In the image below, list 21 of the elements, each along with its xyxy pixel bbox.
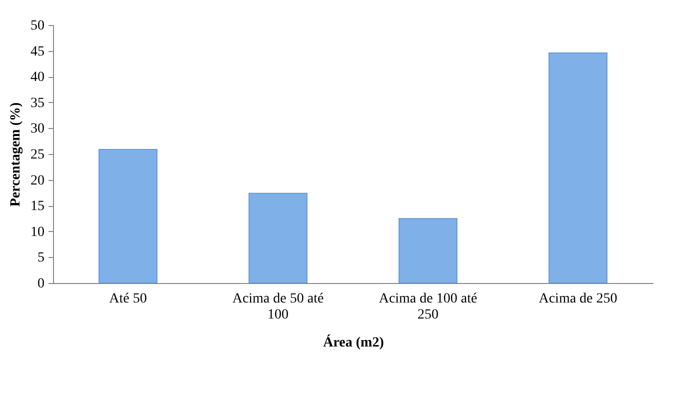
y-tick-label: 30 [30,122,44,137]
y-tick-label: 40 [30,70,44,86]
x-tick-label: Acima de 50 até 100 [232,292,324,322]
bar [248,192,308,284]
y-axis-title: Percentagem (%) [8,102,24,207]
y-tick-label: 50 [30,18,44,34]
y-tick-label: 0 [38,276,44,292]
bar [98,148,158,284]
y-tick-label: 15 [30,199,44,214]
y-tick-label: 5 [38,250,44,266]
bar [548,52,608,284]
y-tick-label: 10 [30,224,44,240]
x-axis-title: Área (m2) [323,334,384,350]
y-tick-label: 20 [30,173,44,188]
x-tick-label: Acima de 100 até 250 [378,292,478,322]
bar [398,218,458,284]
x-tick-label: Acima de 250 [538,292,618,306]
x-tick-label: Até 50 [109,292,147,306]
y-tick-label: 45 [30,44,44,60]
y-tick-label: 25 [30,148,44,162]
y-tick-label: 35 [30,96,44,111]
